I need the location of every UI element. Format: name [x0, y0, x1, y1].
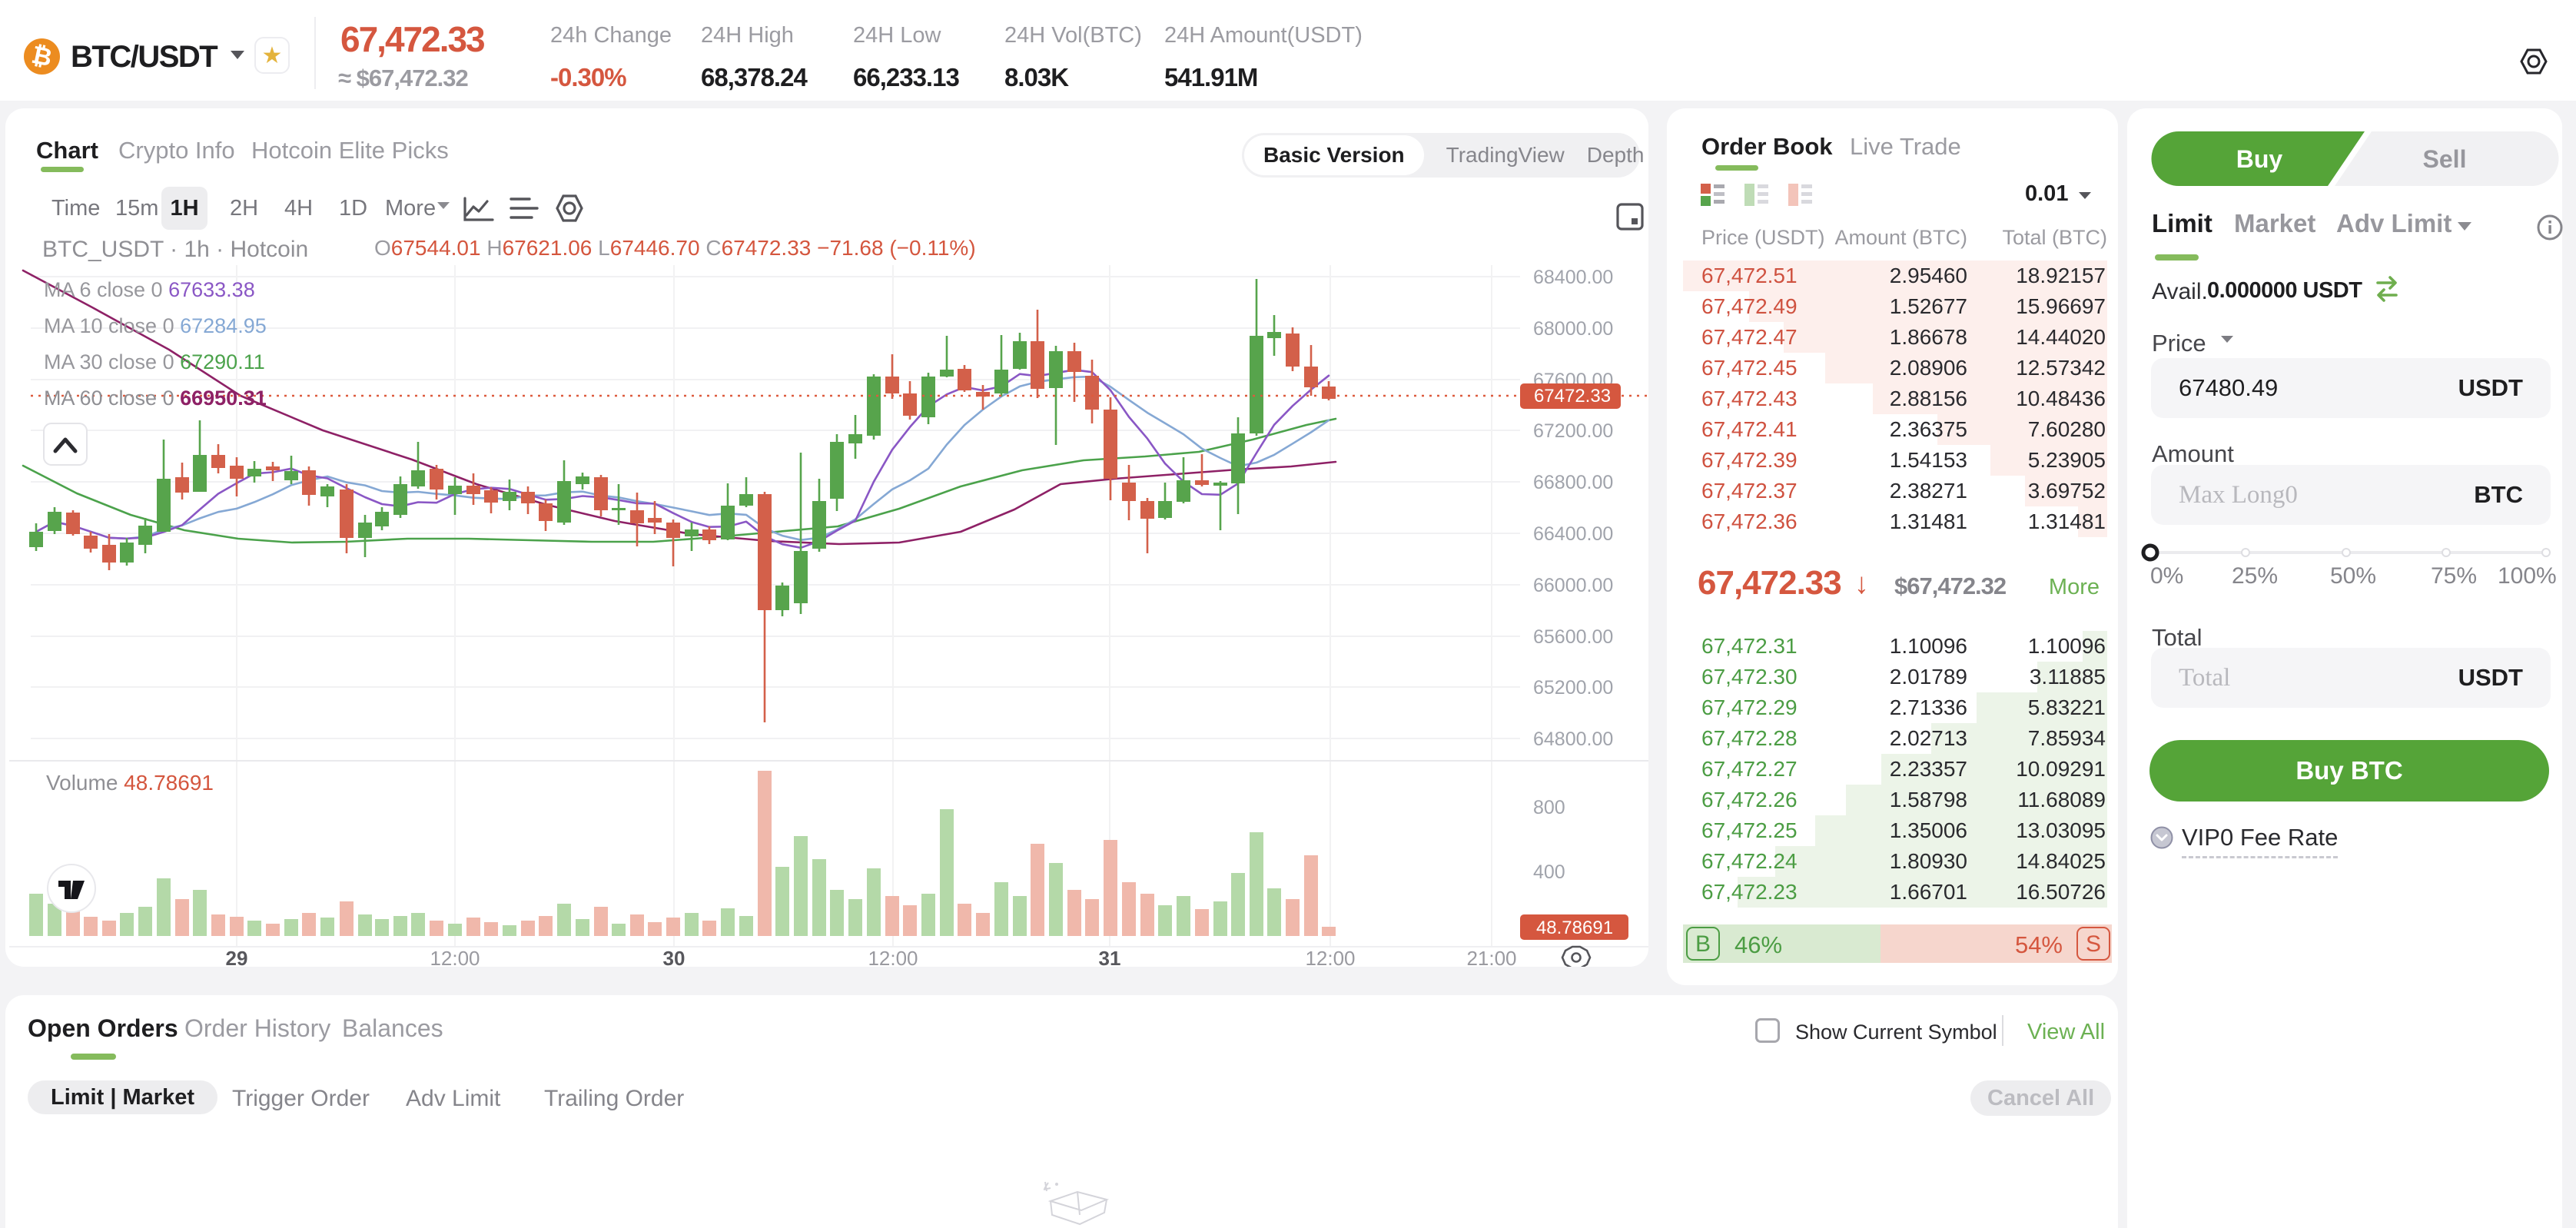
svg-text:21:00: 21:00 — [1466, 947, 1516, 967]
svg-text:800: 800 — [1533, 797, 1565, 818]
svg-text:Volume 48.78691: Volume 48.78691 — [46, 771, 214, 795]
svg-text:68000.00: 68000.00 — [1533, 318, 1613, 340]
svg-text:67200.00: 67200.00 — [1533, 420, 1613, 442]
svg-text:30: 30 — [663, 947, 685, 967]
svg-text:12:00: 12:00 — [1305, 947, 1355, 967]
svg-text:66400.00: 66400.00 — [1533, 523, 1613, 545]
svg-text:68400.00: 68400.00 — [1533, 267, 1613, 288]
svg-text:64800.00: 64800.00 — [1533, 729, 1613, 750]
svg-text:400: 400 — [1533, 861, 1565, 883]
svg-text:66000.00: 66000.00 — [1533, 575, 1613, 596]
svg-text:MA 30 close 0 67290.11: MA 30 close 0 67290.11 — [44, 350, 265, 373]
svg-text:48.78691: 48.78691 — [1536, 918, 1613, 938]
svg-text:66800.00: 66800.00 — [1533, 472, 1613, 493]
svg-text:Buy: Buy — [2236, 145, 2283, 173]
svg-text:65200.00: 65200.00 — [1533, 677, 1613, 699]
svg-text:29: 29 — [226, 947, 248, 967]
svg-text:MA 6 close 0 67633.38: MA 6 close 0 67633.38 — [44, 278, 255, 301]
svg-text:MA 60 close 0 66950.31: MA 60 close 0 66950.31 — [44, 387, 267, 410]
svg-text:O67544.01 H67621.06 L67446.70: O67544.01 H67621.06 L67446.70 C67472.33 … — [374, 236, 976, 260]
svg-text:MA 10 close 0 67284.95: MA 10 close 0 67284.95 — [44, 314, 267, 337]
svg-text:65600.00: 65600.00 — [1533, 626, 1613, 648]
svg-text:12:00: 12:00 — [868, 947, 918, 967]
svg-text:Sell: Sell — [2423, 145, 2467, 173]
svg-text:BTC_USDT · 1h · Hotcoin: BTC_USDT · 1h · Hotcoin — [42, 237, 308, 262]
svg-text:67472.33: 67472.33 — [1534, 386, 1611, 407]
svg-text:12:00: 12:00 — [430, 947, 480, 967]
svg-text:31: 31 — [1099, 947, 1121, 967]
